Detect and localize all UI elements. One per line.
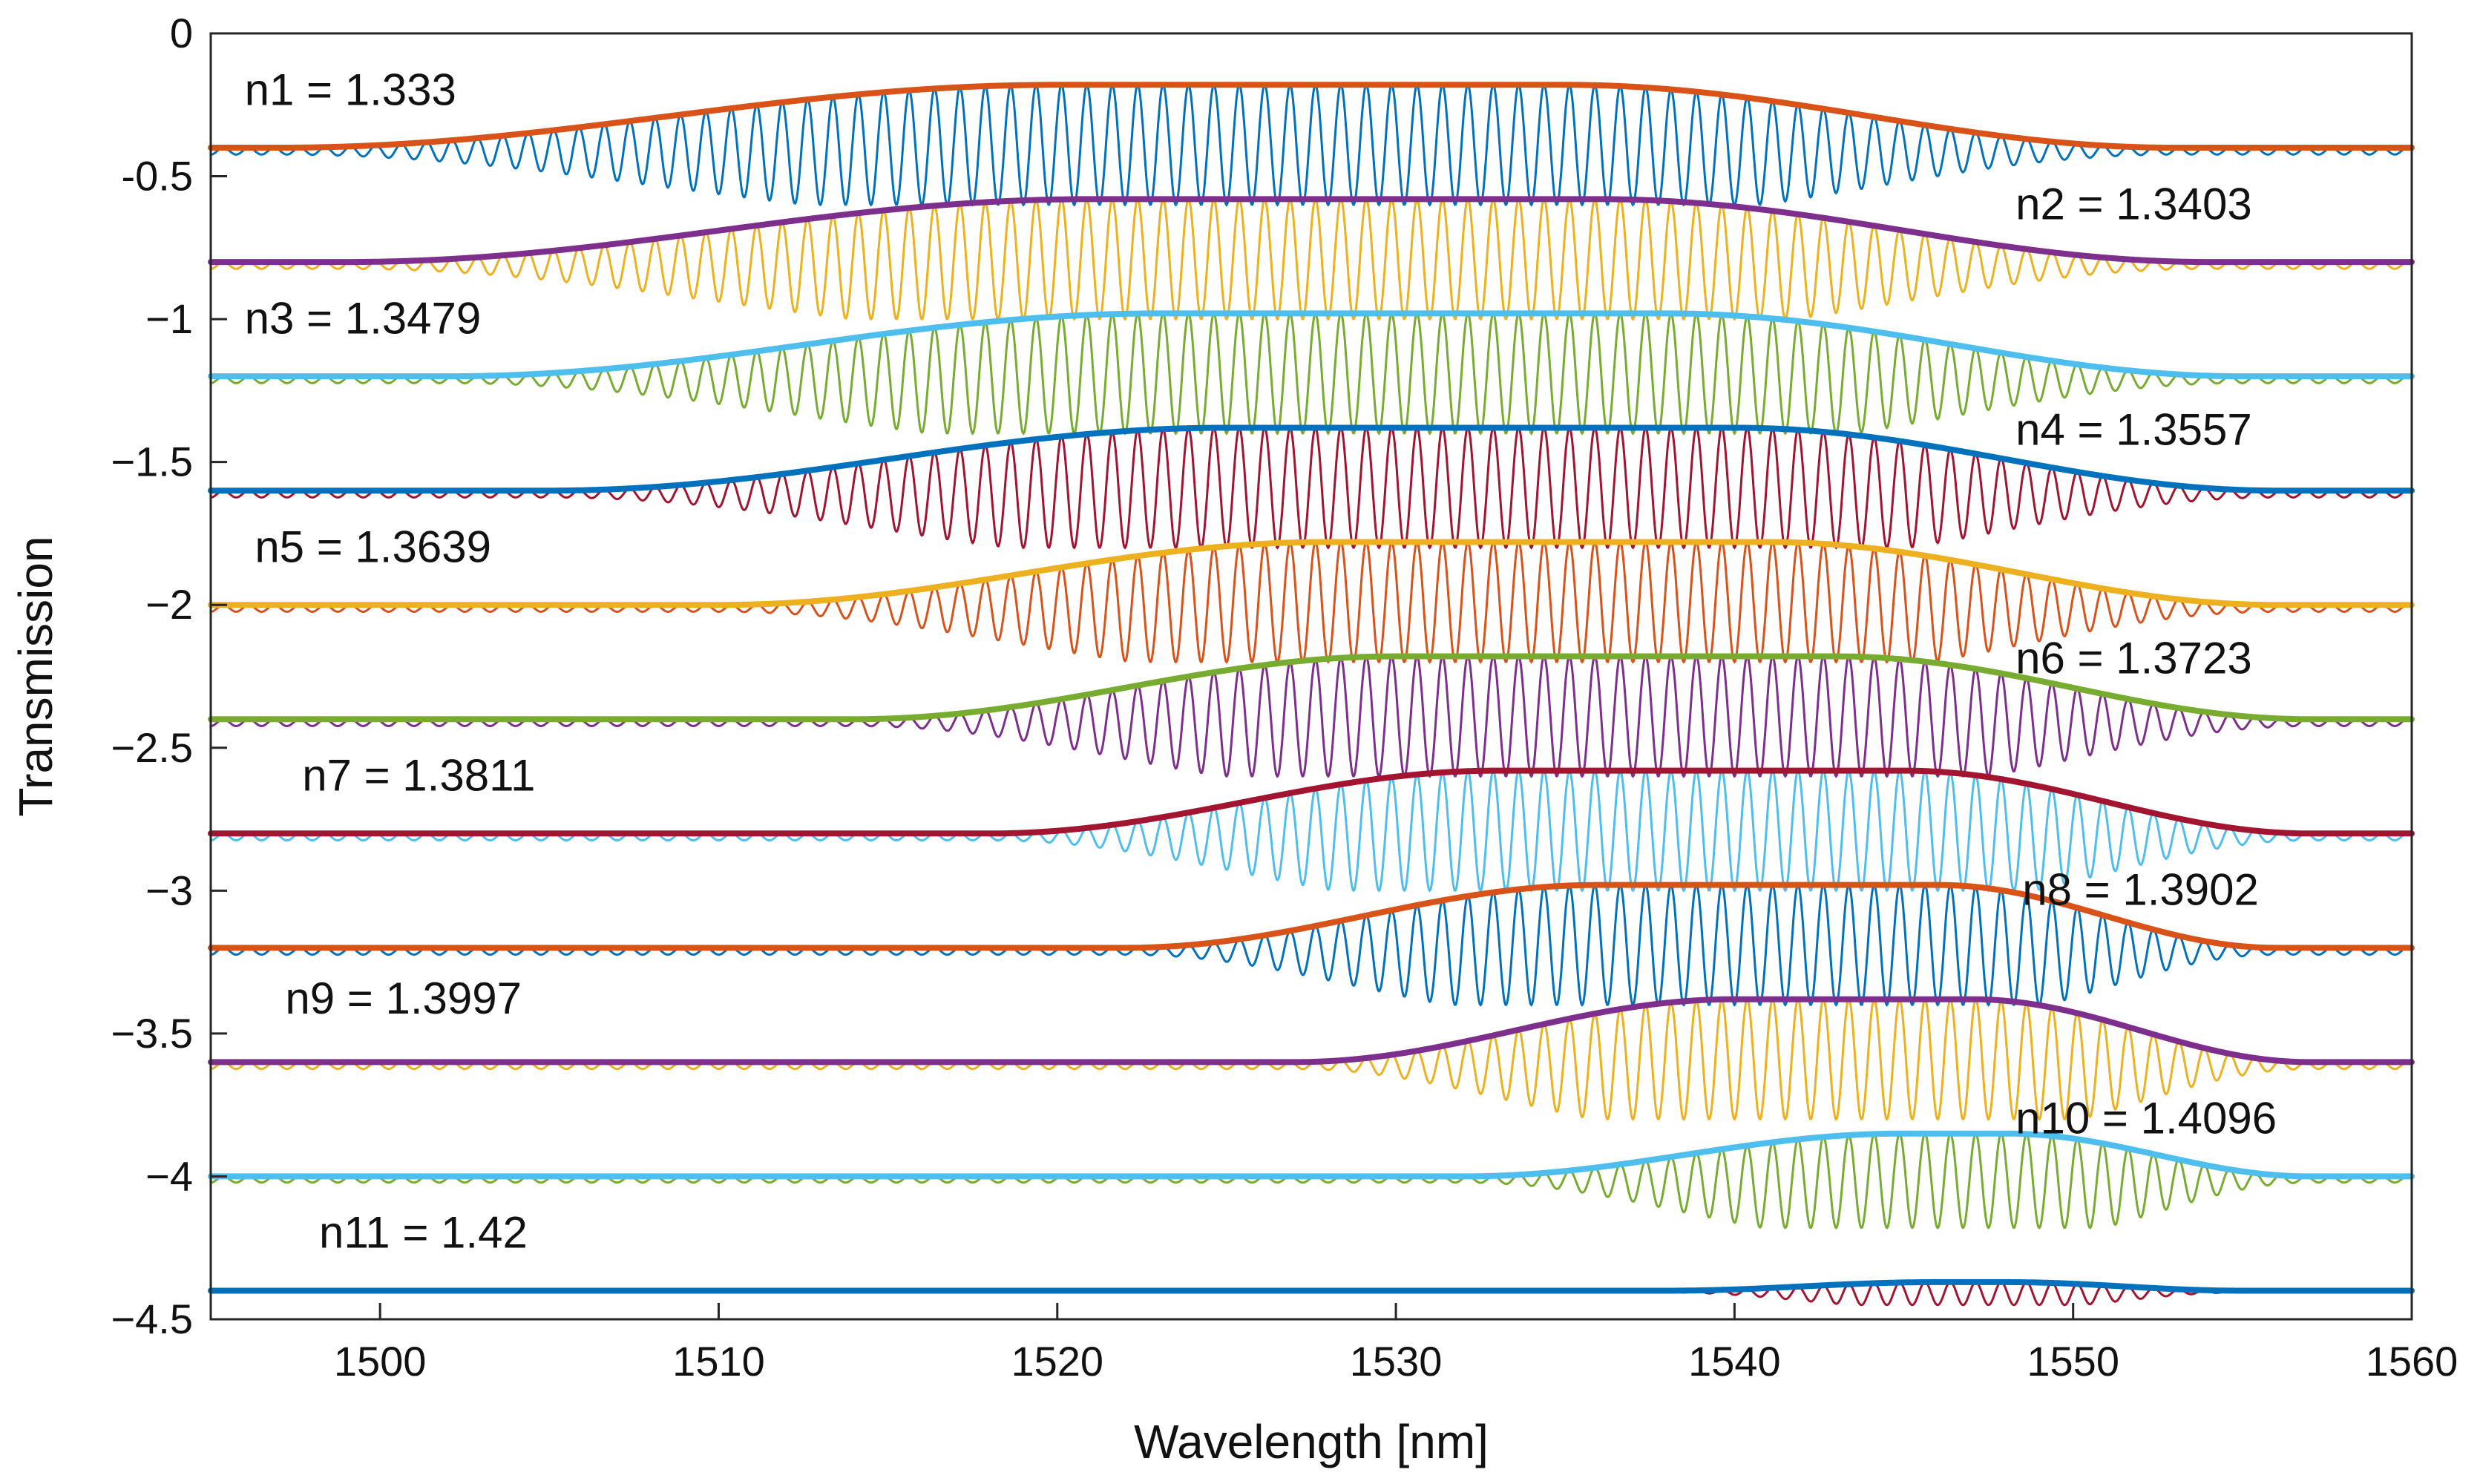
y-tick-label: −3 <box>145 867 193 913</box>
y-tick-label: −2 <box>145 581 193 628</box>
series-11-label: n11 = 1.42 <box>319 1208 528 1258</box>
series-11-envelope <box>208 1278 2415 1294</box>
series-5: n5 = 1.3639 <box>208 522 2415 664</box>
series-3: n3 = 1.3479 <box>208 293 2415 436</box>
series-4: n4 = 1.3557 <box>208 405 2415 550</box>
y-tick-label: −2.5 <box>111 724 193 771</box>
series-7-envelope <box>208 767 2415 837</box>
series-2-envelope <box>208 196 2415 266</box>
x-tick-label: 1510 <box>672 1338 765 1385</box>
series-8-envelope <box>208 881 2415 951</box>
series-2-label: n2 = 1.3403 <box>2015 179 2252 229</box>
series-3-envelope <box>208 310 2415 380</box>
series-6: n6 = 1.3723 <box>208 634 2415 778</box>
x-tick-label: 1530 <box>1350 1338 1443 1385</box>
series-1-envelope <box>208 82 2415 151</box>
series-6-envelope <box>208 653 2415 723</box>
plot-area: n1 = 1.333 n2 = 1.3403 n3 = 1.3479 n4 = 1.3… <box>208 65 2415 1307</box>
y-tick-label: 0 <box>170 10 193 56</box>
series-6-label: n6 = 1.3723 <box>2015 634 2252 683</box>
series-10-label: n10 = 1.4096 <box>2015 1094 2277 1143</box>
series-9: n9 = 1.3997 <box>208 974 2415 1121</box>
series-4-label: n4 = 1.3557 <box>2015 405 2252 455</box>
y-tick-label: −1 <box>145 295 193 342</box>
y-tick-label: −3.5 <box>111 1010 193 1057</box>
series-9-label: n9 = 1.3997 <box>285 974 522 1023</box>
series-5-label: n5 = 1.3639 <box>255 522 491 571</box>
series-10-spectrum <box>210 1132 2412 1229</box>
series-8: n8 = 1.3902 <box>208 865 2415 1007</box>
x-axis-label: Wavelength [nm] <box>1134 1415 1489 1468</box>
series-5-envelope <box>208 539 2415 608</box>
x-axis: 1500 1510 1520 1530 1540 1550 1560 <box>334 1303 2458 1385</box>
x-tick-label: 1560 <box>2366 1338 2458 1385</box>
series-10-envelope <box>208 1130 2415 1180</box>
plot-frame <box>209 32 2413 1321</box>
series-11: n11 = 1.42 <box>208 1208 2415 1307</box>
y-axis: 0 -0.5 −1 −1.5 −2 −2.5 −3 −3.5 −4 −4.5 <box>111 10 227 1342</box>
series-1: n1 = 1.333 <box>208 65 2415 207</box>
series-7: n7 = 1.3811 <box>208 751 2415 893</box>
x-tick-label: 1550 <box>2027 1338 2119 1385</box>
series-7-label: n7 = 1.3811 <box>302 751 535 801</box>
series-2: n2 = 1.3403 <box>208 179 2415 321</box>
y-axis-label: Transmission <box>9 536 62 816</box>
series-1-label: n1 = 1.333 <box>245 65 456 114</box>
x-tick-label: 1520 <box>1011 1338 1103 1385</box>
x-tick-label: 1540 <box>1688 1338 1781 1385</box>
series-9-envelope <box>208 996 2415 1066</box>
series-4-envelope <box>208 424 2415 494</box>
y-tick-label: −1.5 <box>111 439 193 485</box>
y-tick-label: −4.5 <box>111 1296 193 1342</box>
y-tick-label: −4 <box>145 1152 193 1199</box>
series-3-label: n3 = 1.3479 <box>245 293 482 343</box>
series-10: n10 = 1.4096 <box>208 1094 2415 1229</box>
series-8-label: n8 = 1.3902 <box>2022 865 2259 915</box>
x-tick-label: 1500 <box>334 1338 427 1385</box>
y-tick-label: -0.5 <box>122 153 194 200</box>
